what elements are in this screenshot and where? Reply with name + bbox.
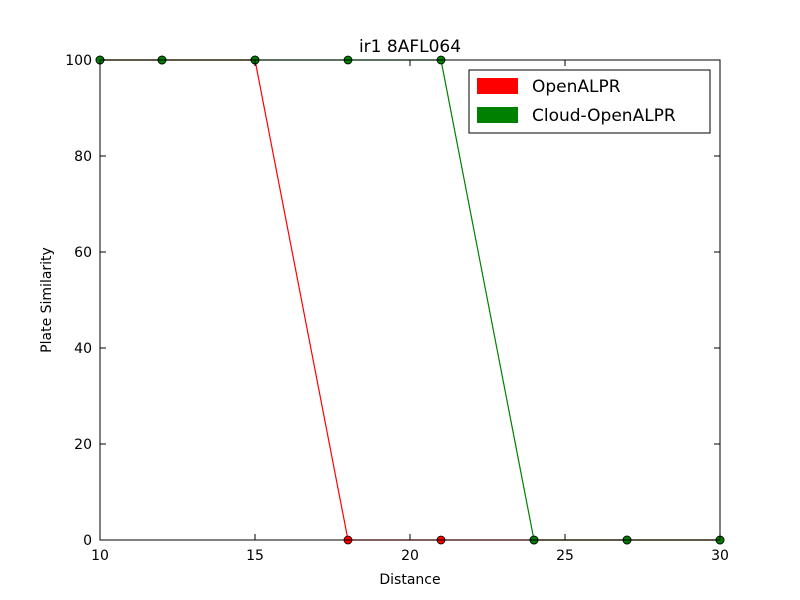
y-axis-label: Plate Similarity [39, 247, 55, 353]
plot-frame [99, 59, 721, 541]
x-tick-label: 25 [556, 548, 574, 564]
x-tick-label: 15 [246, 548, 264, 564]
chart-title: ir1 8AFL064 [359, 37, 461, 57]
plot-area [100, 60, 720, 540]
x-tick-label: 10 [91, 548, 109, 564]
y-tick-label: 0 [83, 533, 92, 549]
x-tick-label: 30 [711, 548, 729, 564]
x-tick-label: 20 [401, 548, 419, 564]
legend-swatch-openalpr [477, 78, 518, 94]
x-axis-label: Distance [379, 572, 440, 588]
legend: OpenALPR Cloud-OpenALPR [468, 69, 711, 134]
y-tick-label: 20 [74, 437, 92, 453]
legend-label-cloud-openalpr: Cloud-OpenALPR [532, 106, 676, 126]
legend-label-openalpr: OpenALPR [532, 77, 621, 97]
y-tick-label: 60 [74, 245, 92, 261]
y-tick-label: 100 [65, 53, 92, 69]
legend-swatch-cloud-openalpr [477, 107, 518, 123]
y-tick-label: 40 [74, 341, 92, 357]
y-tick-label: 80 [74, 149, 92, 165]
